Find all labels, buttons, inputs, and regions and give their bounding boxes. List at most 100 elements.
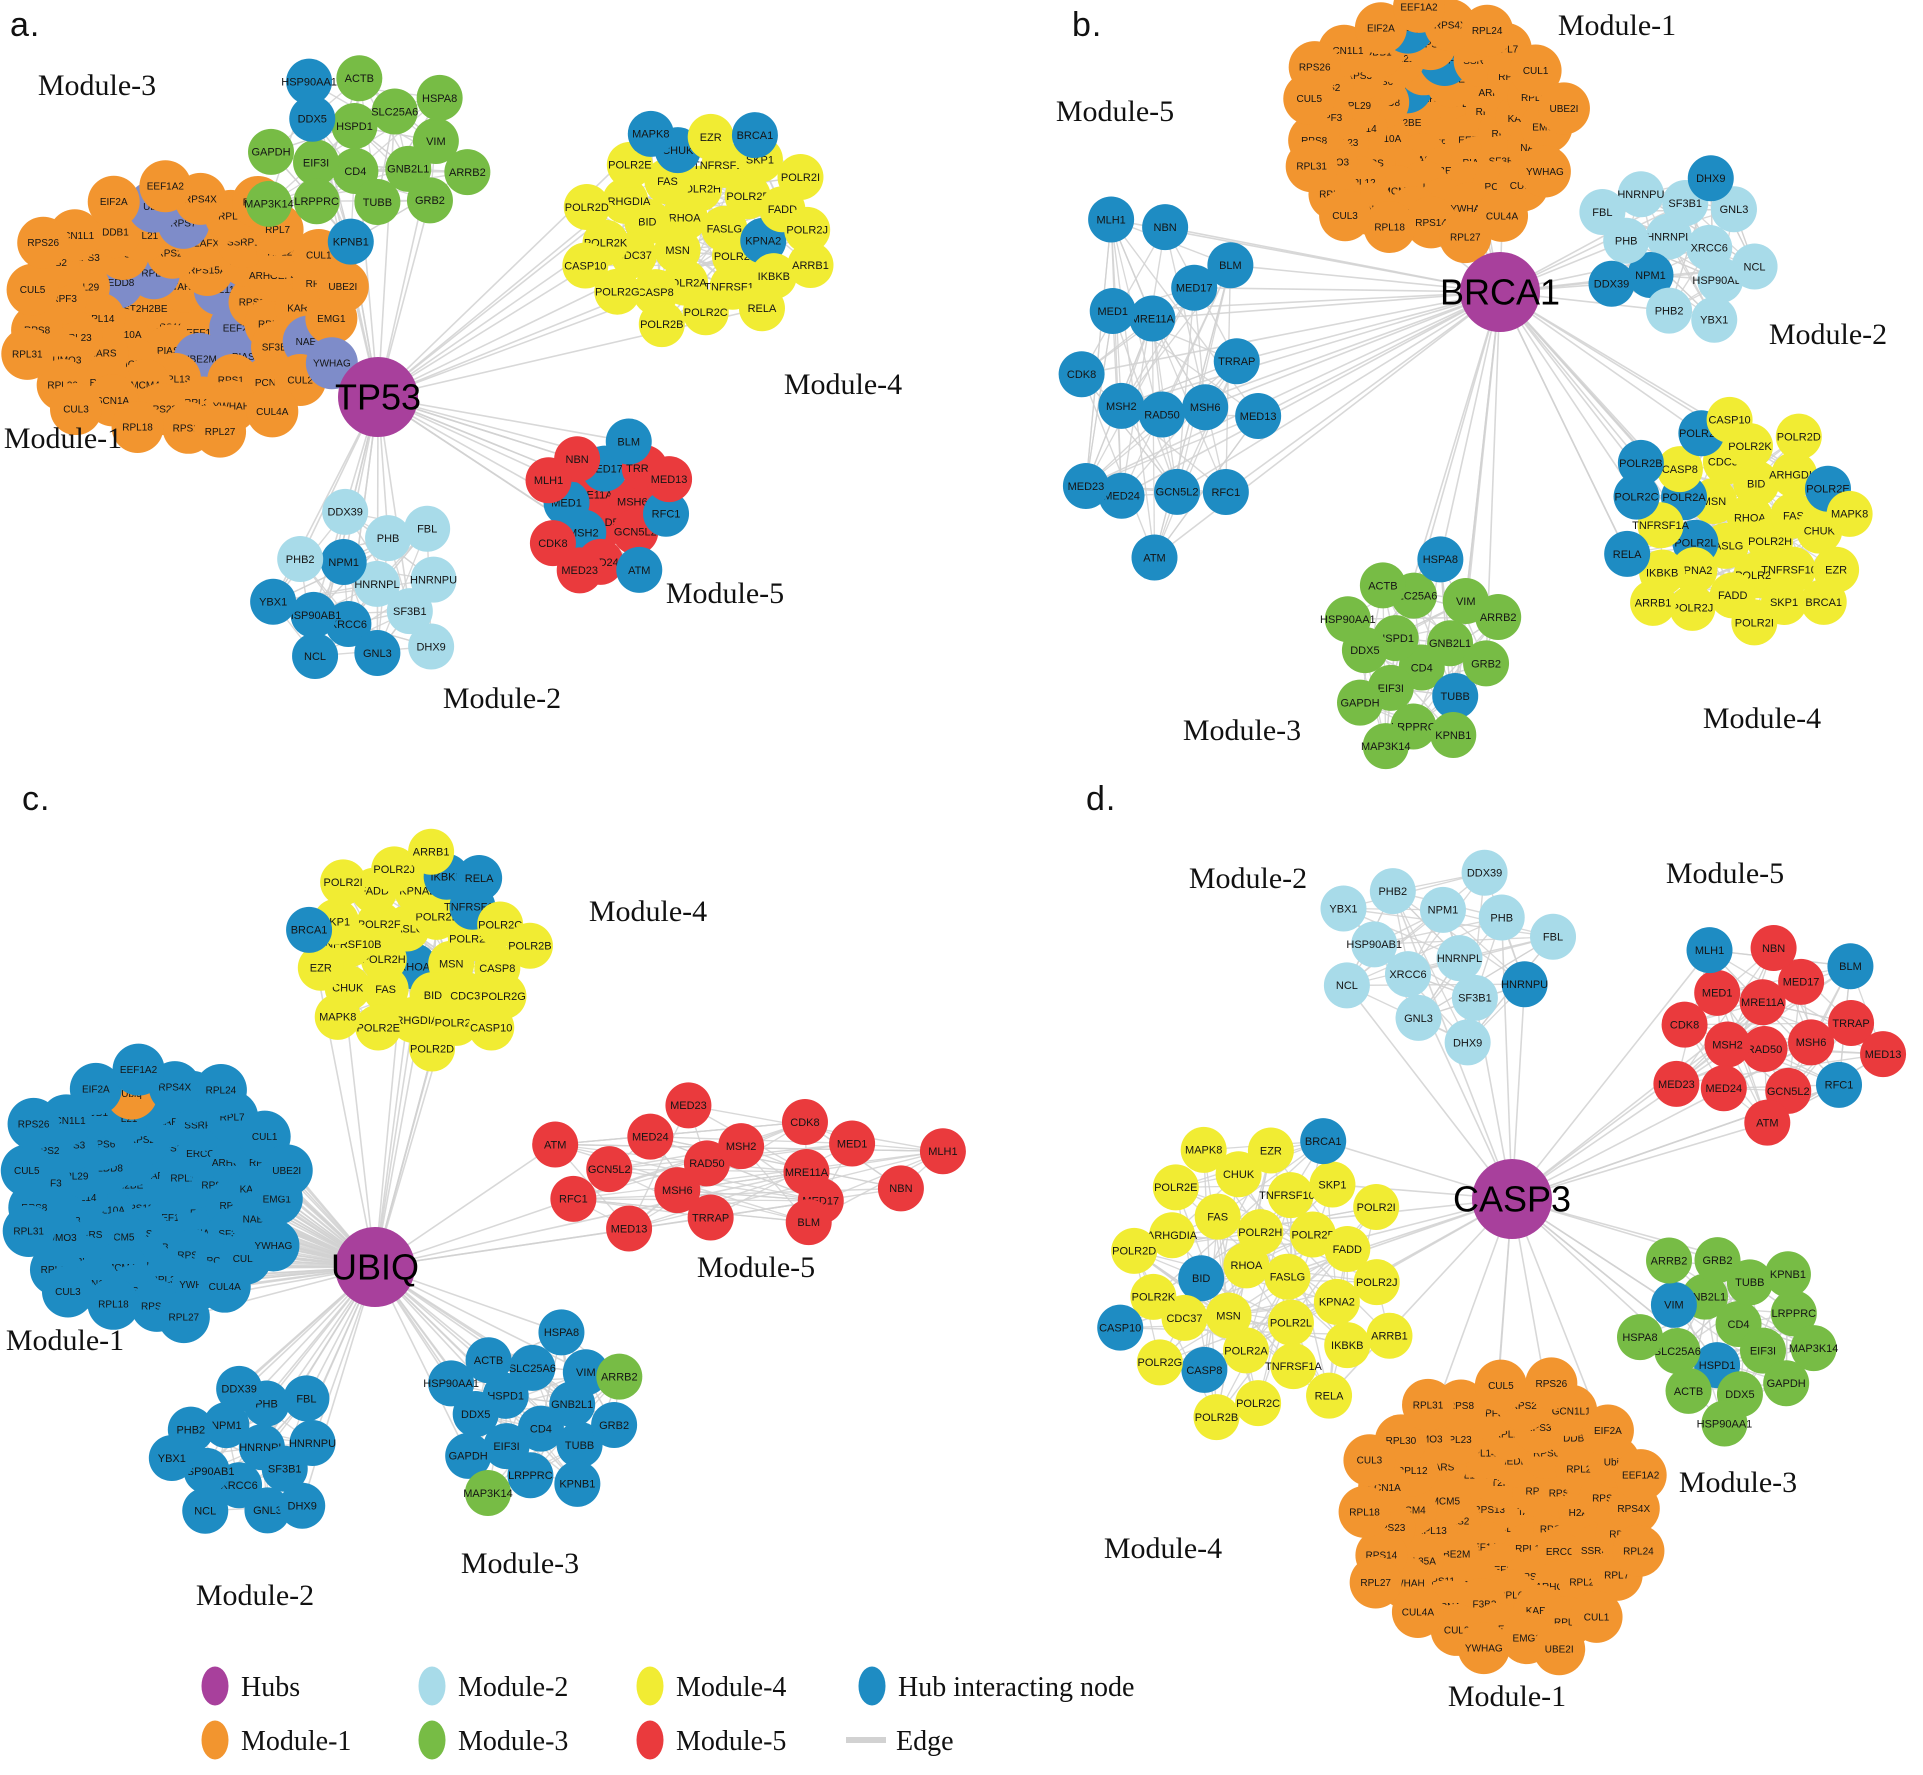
node-label-msh2: MSH2 (726, 1141, 757, 1153)
node-label-ybx1: YBX1 (1700, 315, 1728, 327)
hub-edge (374, 876, 448, 1268)
node-mapk8 (1826, 490, 1873, 537)
node-label-gapdh: GAPDH (1340, 697, 1379, 709)
node-label-rps23: RPS23 (145, 405, 177, 416)
node-label-rfc1: RFC1 (559, 1194, 588, 1206)
node-label-ywhag: YWHAG (1526, 167, 1564, 178)
node-label-cd4: CD4 (344, 166, 366, 178)
node-label-msh6: MSH6 (1796, 1037, 1827, 1049)
node-cd4 (517, 1405, 564, 1452)
node-label-phb2: PHB2 (1378, 886, 1407, 898)
node-label-tubb: TUBB (363, 197, 392, 209)
node-brca1 (1800, 578, 1847, 625)
hub-node-brca1 (1460, 252, 1540, 332)
module-label-b-module-3: Module-3 (1183, 714, 1301, 747)
node-label-polr2l: POLR2L (416, 912, 458, 924)
node-label-polr2e: POLR2E (357, 1022, 400, 1034)
edge (1412, 616, 1499, 727)
node-arrb1 (1366, 1312, 1413, 1359)
node-label-rpl30: RPL30 (47, 380, 78, 391)
node-label-rps7: RPS7 (170, 218, 197, 229)
node-label-rad50: RAD50 (1144, 409, 1179, 421)
node-label-med23: MED23 (1068, 481, 1105, 493)
edge (555, 1121, 806, 1146)
module-label-a-module-3: Module-3 (38, 69, 156, 102)
node-label-rps14: RPS14 (1415, 218, 1447, 229)
node-label-rps20: RPS20 (156, 248, 188, 259)
node-label-faslg: FASLG (707, 224, 742, 236)
node-fbl (1530, 913, 1577, 960)
node-rpl18 (111, 401, 164, 454)
node-label-arrb2: ARRB2 (1651, 1255, 1688, 1267)
node-label-ercc4: ERCC4 (186, 1149, 220, 1160)
legend-swatch-hubs (201, 1666, 229, 1706)
node-grb2 (591, 1401, 638, 1448)
node-label-fadd: FADD (768, 204, 797, 216)
node-label-ddb1: DDB1 (1563, 1434, 1590, 1445)
node-ube2i (1537, 82, 1590, 135)
node-med24 (627, 1113, 674, 1160)
node-ybx1 (1691, 296, 1738, 343)
node-label-rela: RELA (748, 303, 777, 315)
node-label-rps2: RPS2 (33, 1146, 60, 1157)
node-label-msn: MSN (665, 245, 690, 257)
node-dhx9 (279, 1482, 326, 1529)
node-polr2i (777, 154, 824, 201)
node-label-hsp90ab1: HSP90AB1 (179, 1466, 235, 1478)
node-ybx1 (148, 1435, 195, 1482)
node-label-polr2h: POLR2H (1238, 1227, 1282, 1239)
node-label-rpl21: RPL21 (1566, 1465, 1597, 1476)
node-label-arrb1: ARRB1 (1371, 1331, 1408, 1343)
node-label-blm: BLM (1219, 260, 1242, 272)
node-label-rad50: RAD50 (689, 1158, 724, 1170)
node-label-lrpprc: LRPPRC (508, 1470, 553, 1482)
node-label-rps14: RPS14 (1366, 1551, 1398, 1562)
node-label-rpl7: RPL7 (265, 225, 290, 236)
node-label-msh2: MSH2 (1106, 401, 1137, 413)
node-label-ddb1: DDB1 (102, 228, 129, 239)
node-label-ywhah: YWHAH (1387, 1579, 1424, 1590)
node-rps26 (1288, 41, 1341, 94)
node-fas (362, 966, 409, 1013)
node-rpl24 (1612, 1524, 1665, 1577)
node-label-mcm4: MCM4 (130, 381, 160, 392)
node-label-hnrnpl: HNRNPL (1646, 231, 1691, 243)
node-rpl27 (194, 405, 247, 458)
node-label-xrcc6: XRCC6 (220, 1480, 257, 1492)
node-label-rpl13: RPL13 (160, 374, 191, 385)
node-faslg (1264, 1253, 1311, 1300)
node-label-hspd1: HSPD1 (1699, 1360, 1736, 1372)
node-label-msn: MSN (1702, 496, 1727, 508)
node-label-hsp90aa1: HSP90AA1 (1320, 614, 1376, 626)
hub-edge (1194, 286, 1501, 293)
node-label-rpl29: RPL29 (1341, 101, 1372, 112)
node-label-npm1: NPM1 (211, 1420, 242, 1432)
node-label-mcm4: MCM4 (1396, 1506, 1426, 1517)
node-label-ywhah: YWHAH (1450, 204, 1487, 215)
module-label-b-module-4: Module-4 (1703, 702, 1821, 735)
node-dhx9 (1687, 155, 1734, 202)
node-label-polr2k: POLR2K (1132, 1292, 1176, 1304)
node-polr2l (1267, 1299, 1314, 1346)
node-label-mre11a: MRE11A (785, 1167, 829, 1179)
node-label-kars: KARS (287, 304, 315, 315)
node-label-phb: PHB (1615, 236, 1638, 248)
node-label-nbn: NBN (566, 454, 589, 466)
node-eif2a (1581, 1404, 1634, 1457)
node-label-med17: MED17 (1176, 283, 1213, 295)
node-label-polr2g: POLR2G (1138, 1357, 1183, 1369)
node-hsp90ab1 (1351, 921, 1398, 968)
node-label-phb: PHB (255, 1398, 278, 1410)
node-label-emg1: EMG1 (317, 314, 346, 325)
node-polr2a (1223, 1327, 1270, 1374)
node-label-grb2: GRB2 (415, 195, 445, 207)
node-label-tubb: TUBB (565, 1440, 594, 1452)
node-label-rad50: RAD50 (1747, 1044, 1782, 1056)
node-label-ube2m: UBE2M (1436, 1549, 1470, 1560)
node-label-brca1: BRCA1 (1805, 597, 1842, 609)
node-label-nae1: NAE1 (243, 1214, 270, 1225)
node-cul3 (1343, 1434, 1396, 1487)
edge (1346, 983, 1525, 987)
hub-edge (1154, 291, 1501, 559)
node-hsp90aa1 (1701, 1400, 1748, 1447)
